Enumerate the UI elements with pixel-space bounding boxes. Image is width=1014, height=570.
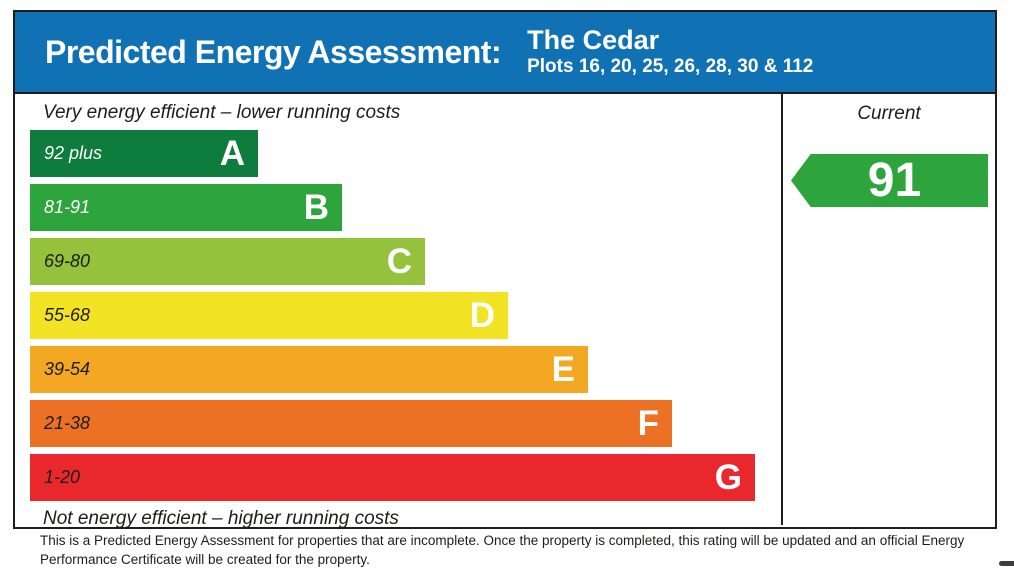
band-letter: C: [386, 242, 412, 281]
band-row-d: 55-68 D: [30, 292, 508, 339]
band-row-a: 92 plus A: [30, 130, 258, 177]
band-range: 1-20: [44, 467, 81, 487]
bottom-caption: Not energy efficient – higher running co…: [43, 508, 399, 529]
band-range: 81-91: [44, 197, 91, 217]
band-letter: E: [551, 350, 575, 389]
band-range: 21-38: [44, 413, 91, 433]
band-row-b: 81-91 B: [30, 184, 342, 231]
band-letter: F: [637, 404, 659, 443]
epc-certificate-panel: Predicted Energy Assessment: The Cedar P…: [13, 10, 997, 529]
band-letter: G: [714, 458, 742, 497]
property-info: The Cedar Plots 16, 20, 25, 26, 28, 30 &…: [527, 26, 813, 78]
band-letter: D: [469, 296, 495, 335]
current-rating-value: 91: [867, 153, 922, 207]
band-range: 69-80: [44, 251, 91, 271]
corner-artifact: [999, 561, 1014, 566]
disclaimer-text: This is a Predicted Energy Assessment fo…: [40, 533, 965, 567]
band-row-e: 39-54 E: [30, 346, 588, 393]
band-row-c: 69-80 C: [30, 238, 425, 285]
property-plots: Plots 16, 20, 25, 26, 28, 30 & 112: [527, 55, 814, 77]
current-rating-arrow: 91: [791, 154, 988, 207]
band-range: 39-54: [44, 359, 91, 379]
current-column-header: Current: [857, 103, 921, 124]
band-letter: A: [219, 134, 245, 173]
band-letter: B: [303, 188, 329, 227]
band-row-f: 21-38 F: [30, 400, 672, 447]
band-range: 55-68: [44, 305, 91, 325]
band-range: 92 plus: [44, 143, 103, 163]
bands-column: Very energy efficient – lower running co…: [15, 94, 783, 529]
property-name: The Cedar: [527, 25, 660, 56]
page-title: Predicted Energy Assessment:: [45, 33, 502, 70]
band-row-g: 1-20 G: [30, 454, 755, 501]
top-caption: Very energy efficient – lower running co…: [43, 102, 401, 123]
current-column: Current 91: [783, 94, 995, 525]
bands: 92 plus A 81-91 B 69-80 C 55-68 D 39-54 …: [15, 130, 781, 501]
rating-chart: Very energy efficient – lower running co…: [15, 94, 995, 529]
title-bar: Predicted Energy Assessment: The Cedar P…: [15, 12, 995, 94]
